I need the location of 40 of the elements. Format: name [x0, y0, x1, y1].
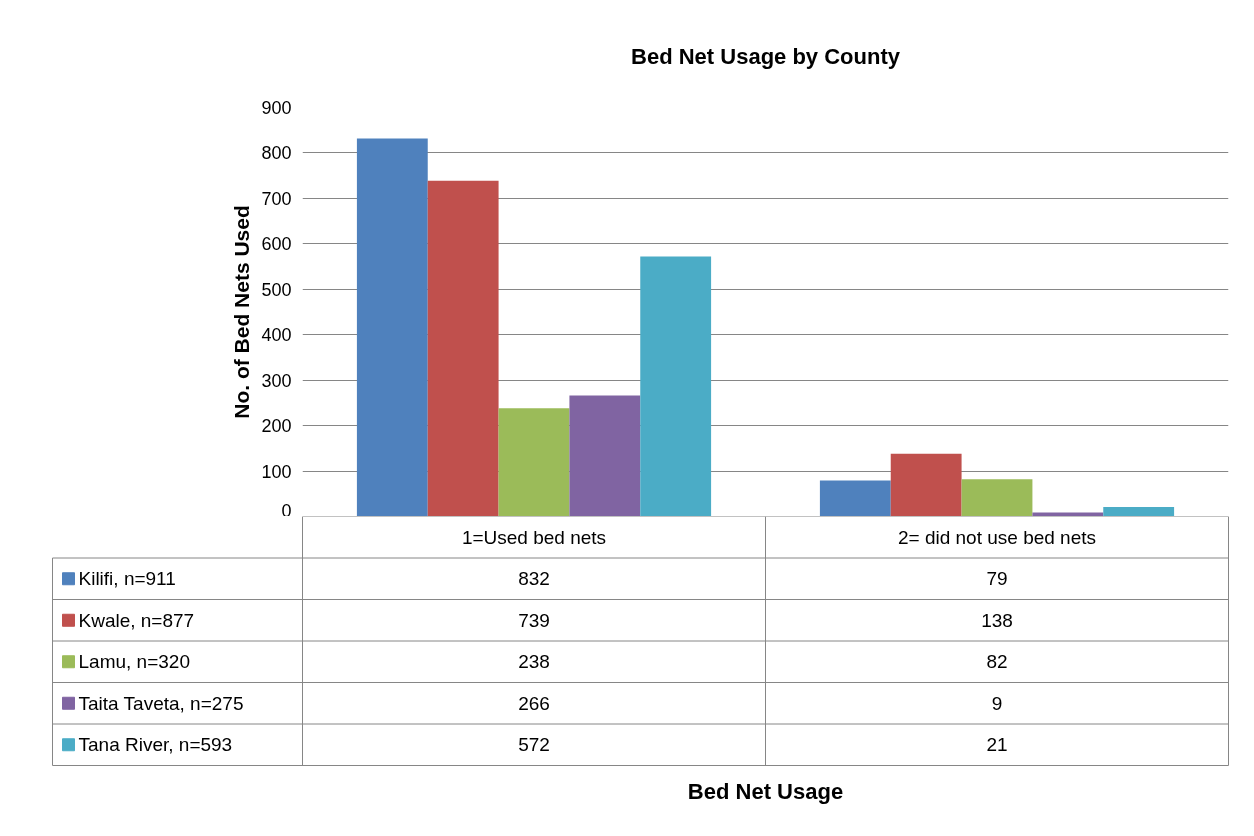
y-tick-label: 200 — [261, 416, 292, 437]
y-tick-label: 700 — [261, 188, 292, 209]
y-tick-label: 0 — [281, 500, 292, 521]
y-tick-label: 900 — [261, 98, 292, 118]
legend-label: Taita Taveta, n=275 — [78, 692, 244, 714]
data-label: 9 — [991, 692, 1003, 714]
bar — [890, 453, 962, 516]
y-tick-label: 800 — [261, 143, 292, 164]
chart-title: Bed Net Usage by County — [631, 43, 901, 69]
bar — [427, 180, 499, 516]
y-axis-title: No. of Bed Nets Used — [230, 205, 254, 419]
bar — [961, 479, 1033, 516]
x-tick-label: 1=Used bed nets — [461, 526, 607, 548]
data-label: 572 — [518, 734, 550, 756]
x-tick-label: 2= did not use bed nets — [897, 526, 1097, 548]
y-tick-label: 500 — [261, 279, 292, 300]
data-label: 739 — [518, 609, 550, 631]
y-tick-label: 400 — [261, 325, 292, 346]
bar — [356, 138, 428, 516]
data-label: 138 — [981, 609, 1013, 631]
legend-label: Tana River, n=593 — [78, 734, 233, 756]
data-label: 238 — [518, 651, 550, 673]
y-tick-label: 300 — [261, 370, 292, 391]
bar — [640, 256, 712, 516]
bar — [819, 480, 891, 516]
bar — [1103, 506, 1175, 516]
legend-label: Kwale, n=877 — [78, 609, 195, 631]
data-label: 79 — [986, 568, 1008, 590]
bar — [569, 395, 641, 516]
text: Bed Net Usage — [687, 779, 844, 804]
data-label: 21 — [986, 734, 1008, 756]
bar — [1032, 512, 1104, 516]
bar — [498, 408, 570, 516]
legend-label: Kilifi, n=911 — [78, 568, 176, 590]
y-tick-label: 100 — [261, 461, 292, 482]
data-label: 82 — [986, 651, 1008, 673]
legend-label: Lamu, n=320 — [78, 651, 190, 673]
data-label: 266 — [518, 692, 550, 714]
y-tick-label: 600 — [261, 234, 292, 255]
data-label: 832 — [518, 568, 550, 590]
